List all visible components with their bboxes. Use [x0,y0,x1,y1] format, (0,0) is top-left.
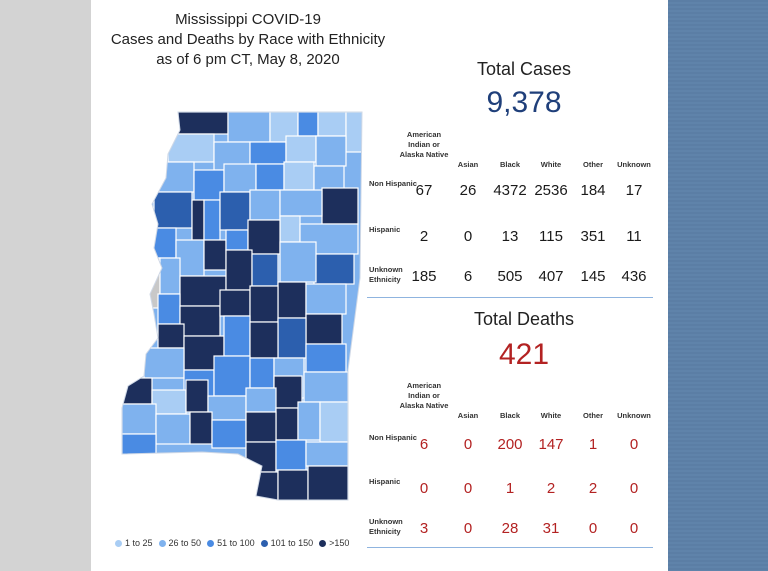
legend-swatch [319,539,327,547]
total-cases-label: Total Cases [476,59,572,79]
table-cell: 28 [501,520,519,537]
total-deaths-value: 421 [498,338,550,371]
table-cell: 184 [580,182,606,199]
table-cell: 505 [497,268,523,285]
table-cell: 115 [539,228,563,245]
row-label: Unknown Ethnicity [369,265,403,284]
table-cell: 13 [501,228,519,245]
table-cell: 351 [580,228,606,245]
table-cell: 0 [463,480,473,497]
column-header: Asian [457,411,479,420]
column-header: White [540,160,562,169]
table-cell: 0 [588,520,598,537]
infographic-title: Mississippi COVID-19 Cases and Deaths by… [98,10,398,70]
column-header: Unknown [617,411,651,420]
right-backdrop [668,0,768,571]
table-cell: 0 [629,480,639,497]
table-cell: 2 [546,480,556,497]
deaths-divider [367,547,653,548]
column-header: White [540,411,562,420]
row-label: Unknown Ethnicity [369,517,403,536]
table-cell: 436 [621,268,647,285]
table-cell: 407 [538,268,564,285]
table-cell: 185 [411,268,437,285]
table-cell: 0 [463,436,473,453]
table-cell: 0 [629,436,639,453]
row-label: Hispanic [369,225,401,234]
legend-item: 26 to 50 [158,538,202,548]
table-cell: 4372 [493,182,527,199]
title-line-1: Mississippi COVID-19 [175,11,321,28]
legend-item: >150 [319,538,349,548]
legend-label: >150 [329,538,350,548]
table-cell: 147 [538,436,564,453]
table-cell: 1 [505,480,515,497]
table-cell: 2 [588,480,598,497]
left-backdrop [0,0,91,571]
column-header: Other [582,160,603,169]
legend-label: 101 to 150 [270,538,314,548]
legend-swatch [260,539,268,547]
table-cell: 6 [419,436,429,453]
total-cases-value: 9,378 [486,86,562,119]
title-line-3: as of 6 pm CT, May 8, 2020 [156,51,340,68]
table-cell: 26 [459,182,477,199]
row-label: Hispanic [369,477,401,486]
legend-item: 51 to 100 [207,538,255,548]
table-cell: 0 [629,520,639,537]
column-header: American Indian or Alaska Native [399,381,449,410]
legend-label: 51 to 100 [217,538,255,548]
title-line-2: Cases and Deaths by Race with Ethnicity [110,31,386,48]
legend-label: 1 to 25 [125,538,153,548]
table-cell: 11 [626,228,642,245]
table-cell: 31 [542,520,560,537]
column-header: Black [499,411,520,420]
cases-divider [367,297,653,298]
column-header: Unknown [617,160,651,169]
row-label: Non Hispanic [369,179,417,188]
table-cell: 2536 [534,182,568,199]
legend-item: 1 to 25 [115,538,153,548]
mississippi-county-map [121,111,363,501]
row-label: Non Hispanic [369,433,417,442]
legend-label: 26 to 50 [168,538,202,548]
table-cell: 145 [580,268,606,285]
legend-swatch [207,539,215,547]
table-cell: 67 [415,182,433,199]
column-header: Other [582,411,603,420]
total-deaths-label: Total Deaths [473,309,575,329]
column-header: American Indian or Alaska Native [399,130,449,159]
column-header: Black [499,160,520,169]
legend-swatch [115,539,122,547]
table-cell: 1 [588,436,598,453]
legend-swatch [158,539,166,547]
legend-item: 101 to 150 [260,538,314,548]
map-legend: 1 to 25 26 to 50 51 to 100 101 to 150 >150 [115,538,349,548]
table-cell: 0 [463,228,473,245]
table-cell: 6 [463,268,473,285]
table-cell: 2 [419,228,429,245]
table-cell: 0 [463,520,473,537]
table-cell: 3 [419,520,429,537]
table-cell: 17 [625,182,643,199]
table-cell: 200 [497,436,523,453]
table-cell: 0 [419,480,429,497]
column-header: Asian [457,160,479,169]
